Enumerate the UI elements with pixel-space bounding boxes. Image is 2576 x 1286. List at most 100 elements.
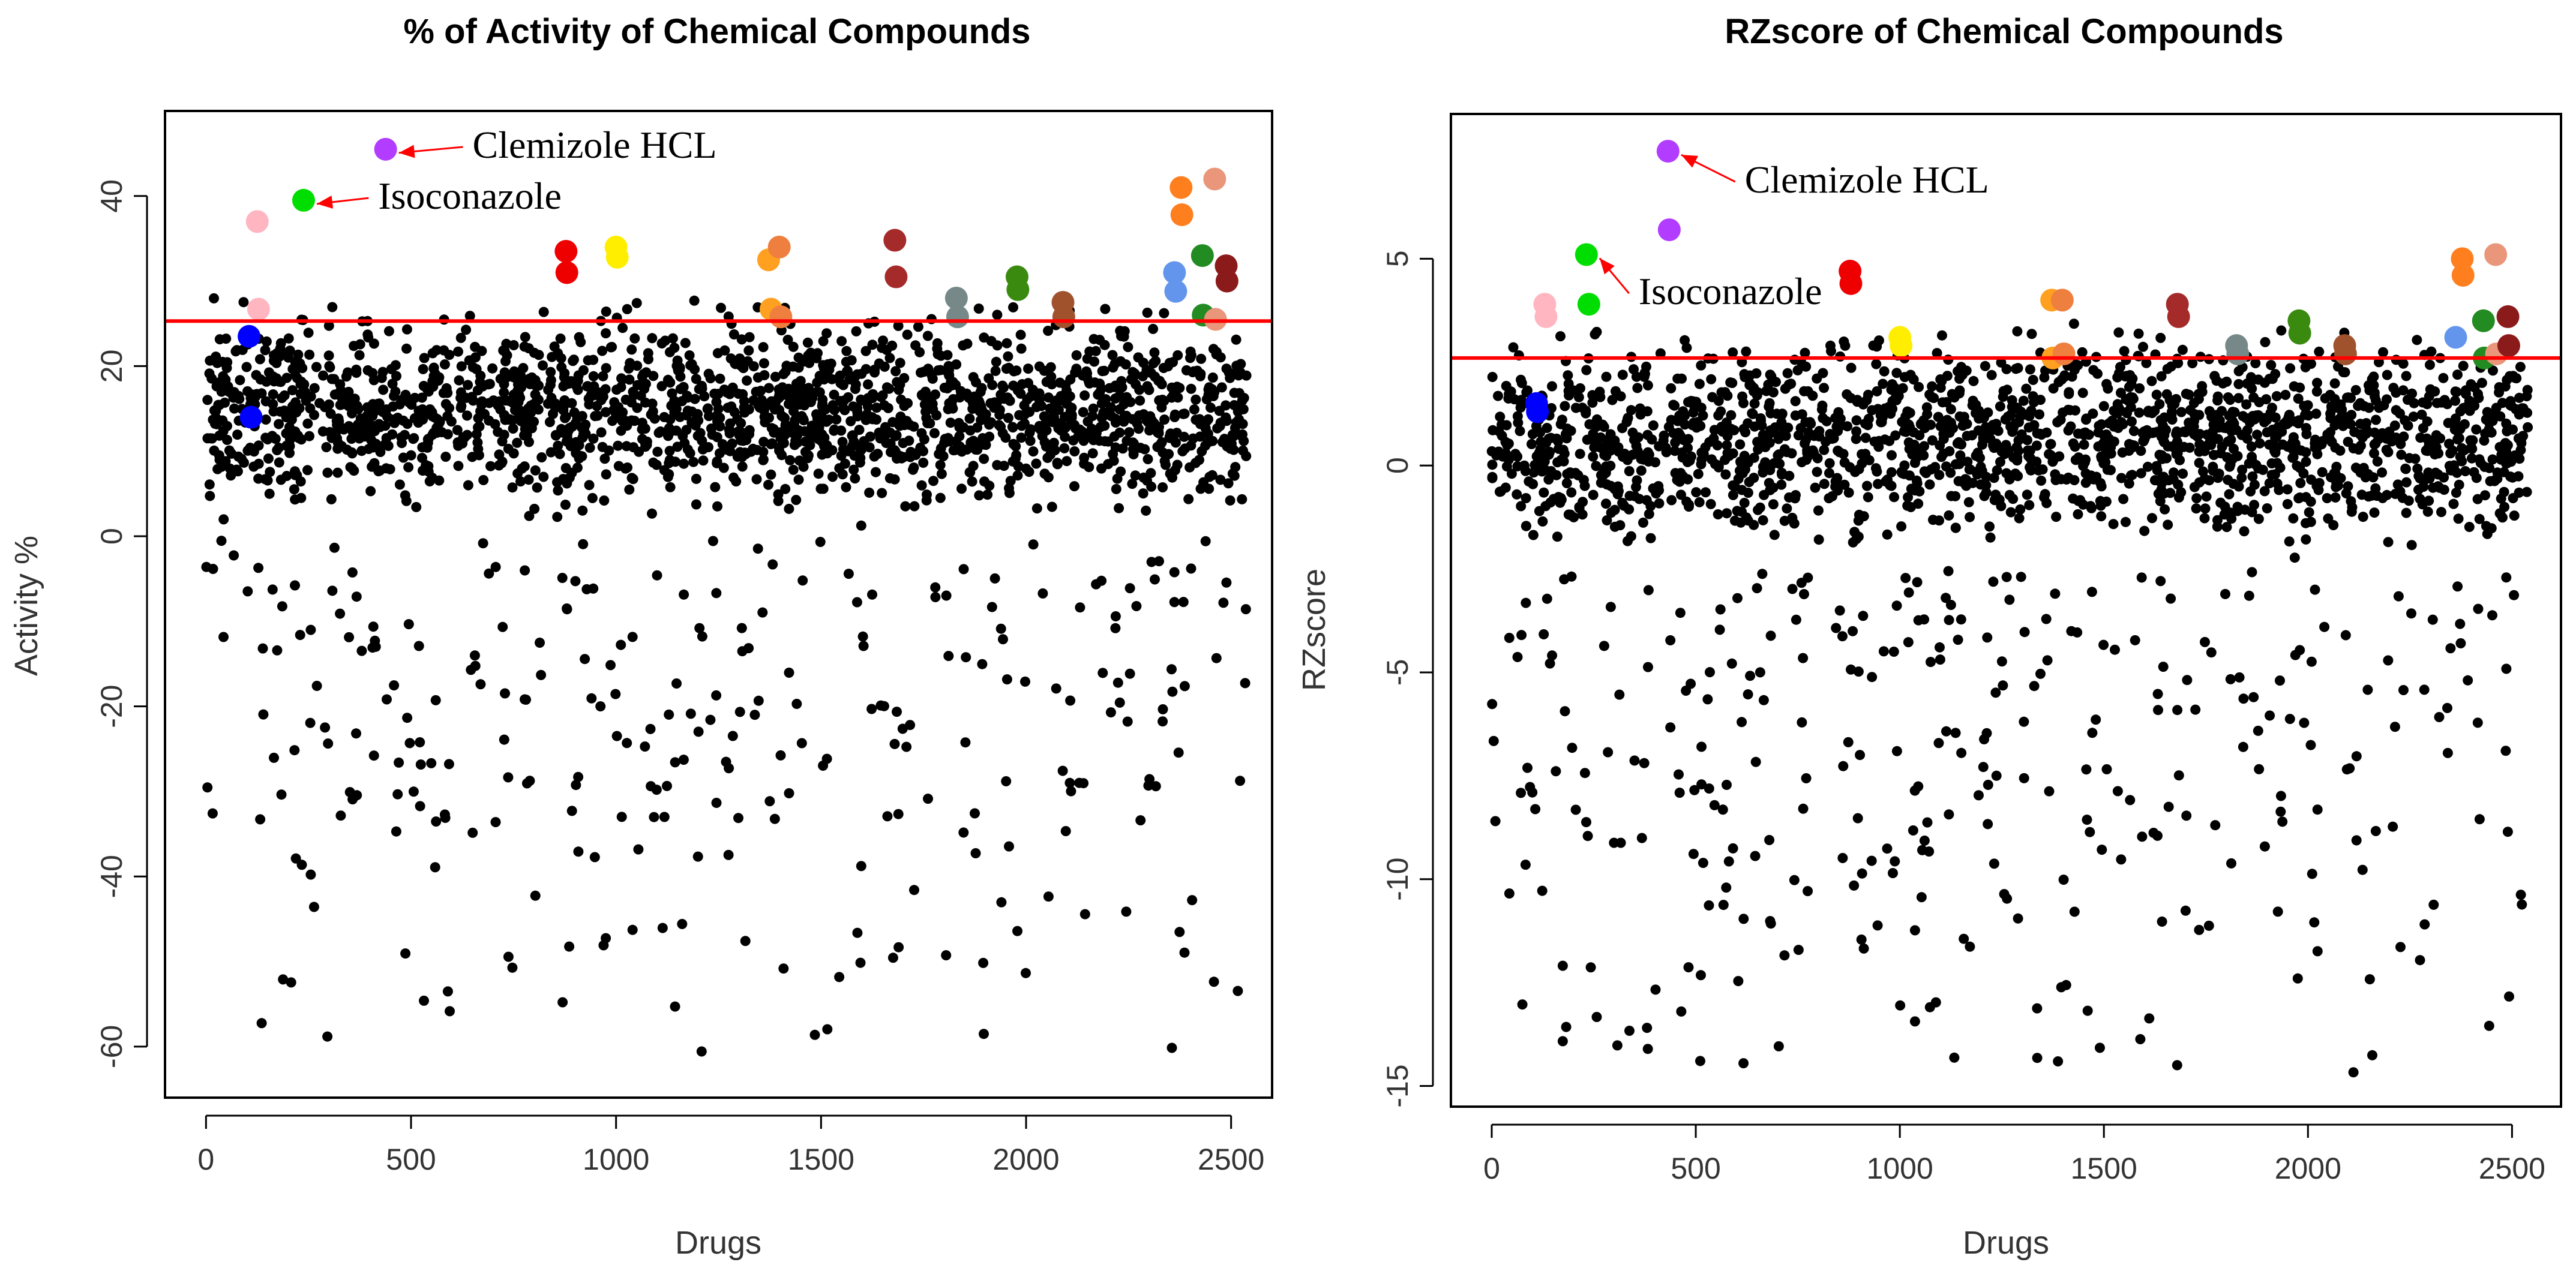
data-point	[1991, 770, 2002, 781]
data-point	[601, 328, 611, 339]
data-point	[1753, 504, 1764, 515]
data-point	[954, 431, 965, 441]
data-point	[2501, 572, 2512, 583]
data-point	[1015, 329, 1026, 340]
data-point	[1114, 503, 1124, 513]
data-point	[1205, 402, 1216, 413]
data-point	[2273, 422, 2284, 432]
data-point	[1097, 668, 1108, 678]
data-point	[2438, 372, 2449, 383]
data-point	[302, 465, 313, 476]
data-point	[1635, 409, 1646, 420]
data-point	[2397, 492, 2408, 503]
data-point	[512, 437, 523, 448]
data-point	[1158, 363, 1169, 373]
data-point	[974, 490, 985, 501]
data-point	[2412, 463, 2423, 474]
data-point	[995, 623, 1006, 634]
data-point	[784, 503, 794, 514]
data-point	[1579, 768, 1590, 779]
data-point	[2442, 747, 2453, 758]
data-point	[1178, 408, 1189, 419]
data-point	[2300, 362, 2311, 372]
data-point	[1520, 465, 1531, 476]
data-point	[878, 701, 889, 711]
data-point	[466, 392, 477, 402]
data-point	[1141, 505, 1151, 516]
data-point	[1214, 420, 1225, 431]
data-point	[1560, 706, 1570, 717]
data-point	[2035, 668, 2046, 679]
data-point	[1665, 635, 1676, 645]
data-point	[2250, 358, 2261, 368]
data-point	[2415, 955, 2425, 966]
data-point	[1693, 468, 1704, 479]
data-point	[2203, 920, 2214, 931]
data-point	[2087, 728, 2098, 738]
data-point	[836, 336, 847, 347]
data-point	[2034, 409, 2045, 420]
data-point	[2002, 411, 2013, 422]
data-point	[967, 476, 977, 487]
data-point	[394, 479, 405, 490]
data-point	[1521, 521, 1531, 531]
data-point	[1064, 777, 1075, 788]
data-point	[884, 353, 895, 363]
data-point	[2408, 411, 2419, 422]
annotation-label: Clemizole HCL	[1745, 158, 1989, 201]
x-tick-label: 1500	[788, 1143, 854, 1176]
data-point	[1043, 392, 1054, 403]
data-point	[1911, 475, 1922, 486]
data-point	[1783, 379, 1794, 390]
data-point	[2383, 655, 2394, 666]
data-point	[626, 344, 637, 355]
data-point	[2306, 474, 2317, 485]
data-point	[2277, 816, 2288, 827]
data-point	[2275, 791, 2286, 801]
data-point	[697, 631, 707, 642]
data-point	[580, 428, 591, 439]
data-point	[982, 489, 993, 500]
data-point	[2490, 407, 2501, 417]
data-point	[1106, 411, 1117, 422]
data-point	[538, 471, 549, 482]
data-point	[2502, 426, 2512, 437]
data-point	[1979, 491, 1990, 501]
data-point	[1861, 419, 1872, 429]
data-point	[922, 489, 932, 500]
data-point	[305, 717, 316, 728]
data-point	[2388, 821, 2398, 832]
data-point	[1934, 470, 1945, 480]
data-point	[2117, 447, 2128, 458]
data-point	[2312, 804, 2323, 815]
data-point	[909, 885, 919, 896]
data-point	[847, 430, 858, 441]
data-point	[1142, 381, 1153, 392]
data-point	[1040, 441, 1051, 452]
data-point	[2511, 373, 2522, 384]
data-point	[557, 427, 568, 438]
annotation-arrowhead	[1599, 258, 1615, 275]
data-point	[2130, 635, 2140, 645]
data-point	[1555, 331, 1566, 342]
annotation-arrowhead	[398, 145, 415, 158]
data-point	[258, 709, 269, 720]
data-point	[2004, 594, 2015, 605]
y-tick-label: 40	[95, 179, 128, 213]
data-point	[2242, 433, 2253, 444]
y-tick-label: 20	[95, 350, 128, 383]
data-point	[1882, 529, 1893, 540]
data-point	[695, 428, 706, 438]
data-point	[1003, 351, 1013, 362]
data-point	[1020, 676, 1030, 687]
data-point	[1632, 449, 1643, 459]
data-point	[760, 417, 770, 428]
data-point	[950, 380, 961, 390]
data-point	[216, 536, 227, 546]
data-point	[953, 417, 964, 428]
data-point	[797, 575, 808, 586]
data-point	[1602, 435, 1612, 446]
data-point	[472, 437, 483, 448]
data-point	[979, 476, 989, 487]
data-point	[766, 399, 777, 410]
